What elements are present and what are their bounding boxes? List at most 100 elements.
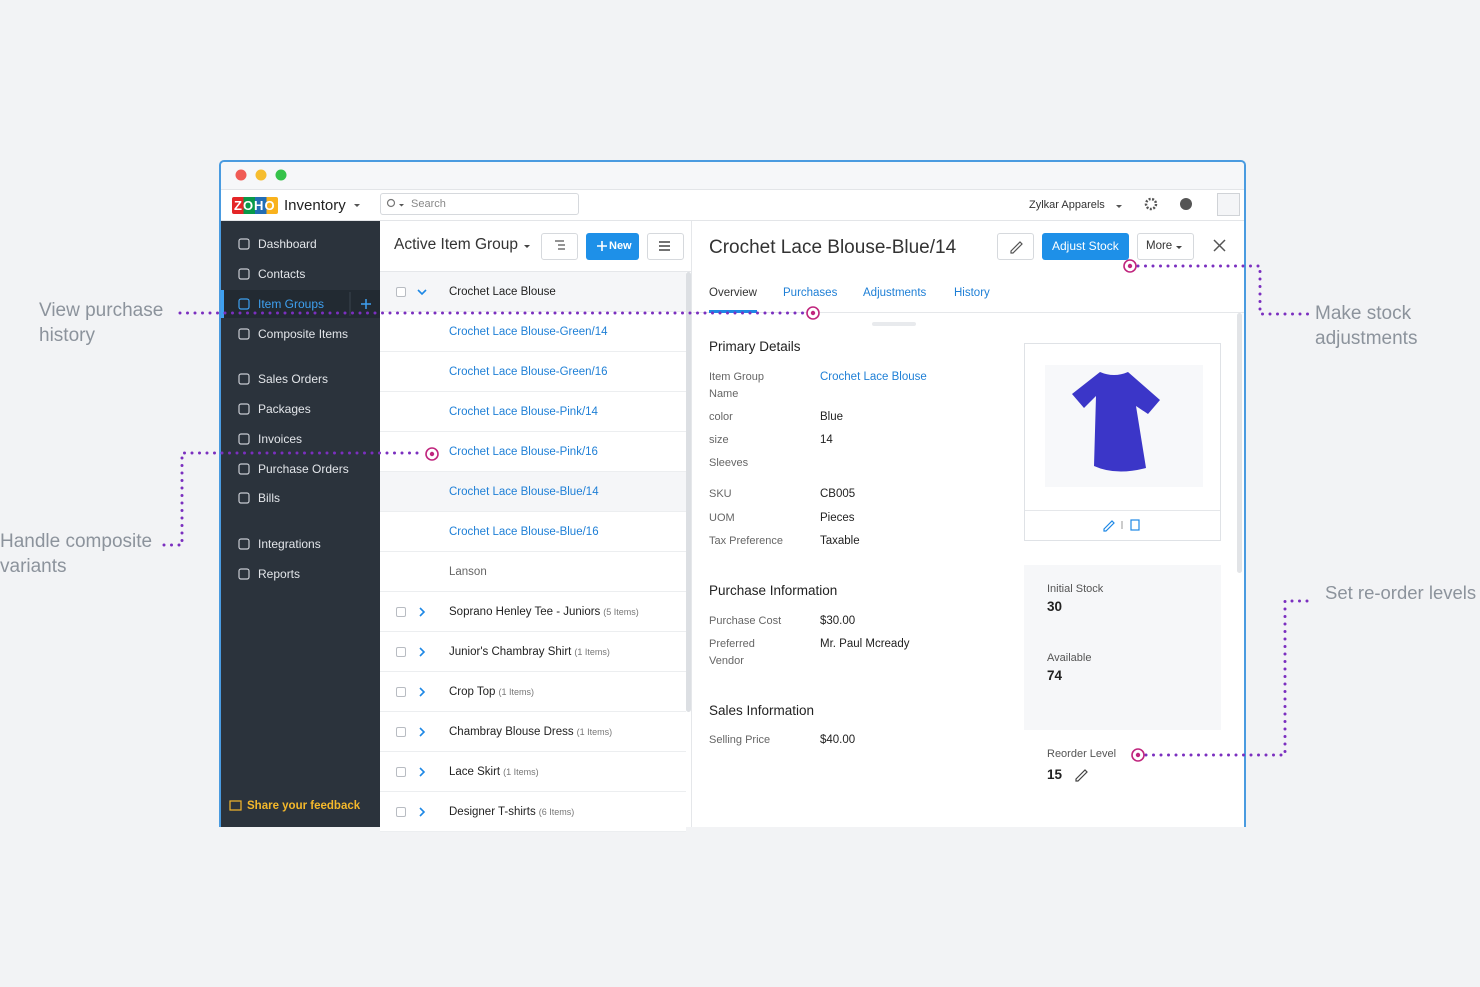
stock-label: Initial Stock bbox=[1047, 583, 1104, 595]
detail-scrollbar bbox=[1237, 313, 1242, 573]
section-heading: Sales Information bbox=[709, 703, 815, 718]
field-label: Purchase Cost bbox=[709, 615, 782, 627]
adjust-stock-label[interactable]: Adjust Stock bbox=[1052, 239, 1119, 253]
item-count: (5 Items) bbox=[603, 607, 639, 617]
item-count: (1 Items) bbox=[498, 687, 534, 697]
image-card-divider bbox=[1025, 510, 1220, 511]
avatar[interactable] bbox=[1217, 193, 1240, 216]
sidebar-item[interactable]: Invoices bbox=[258, 432, 303, 446]
org-name[interactable]: Zylkar Apparels bbox=[1029, 199, 1105, 211]
variant-name[interactable]: Crochet Lace Blouse-Blue/16 bbox=[449, 526, 599, 538]
field-label: size bbox=[709, 434, 729, 446]
sidebar-item[interactable]: Sales Orders bbox=[258, 372, 329, 386]
annotation: View purchase history bbox=[39, 300, 164, 346]
image-area bbox=[1045, 365, 1203, 487]
logo: ZOHO bbox=[232, 197, 278, 214]
search-box[interactable] bbox=[380, 193, 579, 215]
field-label: Tax Preference bbox=[709, 535, 783, 547]
edit-button[interactable] bbox=[997, 233, 1034, 260]
sidebar-item[interactable]: Item Groups bbox=[258, 297, 325, 311]
variant-name[interactable]: Crochet Lace Blouse-Green/14 bbox=[449, 326, 608, 338]
list-row[interactable] bbox=[380, 392, 686, 432]
list-header-divider bbox=[380, 271, 692, 272]
sidebar-item[interactable]: Bills bbox=[258, 491, 281, 505]
new-label[interactable]: New bbox=[609, 240, 632, 252]
item-group-name[interactable]: Crochet Lace Blouse bbox=[449, 286, 556, 298]
item-group-name[interactable]: Junior's Chambray Shirt (1 Items) bbox=[449, 646, 610, 658]
item-group-name[interactable]: Soprano Henley Tee - Juniors (5 Items) bbox=[449, 606, 639, 618]
item-count: (6 Items) bbox=[538, 807, 575, 817]
field-label: Sleeves bbox=[709, 457, 749, 469]
list-row[interactable] bbox=[380, 352, 686, 392]
list-title[interactable]: Active Item Group bbox=[394, 236, 519, 253]
sidebar-item[interactable]: Packages bbox=[258, 402, 311, 416]
variant-name[interactable]: Crochet Lace Blouse-Blue/14 bbox=[449, 486, 599, 498]
tab[interactable]: Purchases bbox=[783, 287, 838, 299]
list-row[interactable] bbox=[380, 592, 686, 632]
stock-label: Available bbox=[1047, 652, 1092, 664]
app-name: Inventory bbox=[284, 197, 346, 214]
tab[interactable]: Adjustments bbox=[863, 287, 927, 299]
sidebar-item[interactable]: Contacts bbox=[258, 267, 306, 281]
list-row[interactable] bbox=[380, 712, 686, 752]
title-bar bbox=[221, 162, 1244, 190]
field-value: 14 bbox=[820, 434, 833, 446]
list-row[interactable] bbox=[380, 632, 686, 672]
item-count: (1 Items) bbox=[576, 727, 613, 737]
tab[interactable]: History bbox=[954, 287, 990, 299]
list-row[interactable] bbox=[380, 792, 686, 832]
field-value: Pieces bbox=[820, 512, 855, 524]
annotation: Handle composite variants bbox=[0, 531, 153, 577]
field-label: UOM bbox=[709, 512, 735, 524]
variant-name[interactable]: Crochet Lace Blouse-Pink/16 bbox=[449, 446, 598, 458]
field-value: $30.00 bbox=[820, 615, 856, 627]
stock-label: Reorder Level bbox=[1047, 748, 1117, 760]
field-value[interactable]: Crochet Lace Blouse bbox=[820, 371, 927, 383]
item-count: (1 Items) bbox=[574, 647, 610, 657]
variant-name[interactable]: Crochet Lace Blouse-Green/16 bbox=[449, 366, 608, 378]
list-row[interactable] bbox=[380, 512, 686, 552]
item-group-name[interactable]: Chambray Blouse Dress (1 Items) bbox=[449, 726, 613, 738]
list-row[interactable] bbox=[380, 472, 686, 512]
topbar-divider bbox=[221, 220, 1244, 221]
annotation: Make stock adjustments bbox=[1315, 303, 1418, 349]
field-value: Mr. Paul Mcready bbox=[820, 638, 910, 650]
stock-value: 30 bbox=[1047, 599, 1063, 614]
sidebar-item[interactable]: Dashboard bbox=[258, 237, 317, 251]
field-label: color bbox=[709, 411, 733, 423]
item-group-name[interactable]: Crop Top (1 Items) bbox=[449, 686, 534, 698]
sidebar-item[interactable]: Composite Items bbox=[258, 327, 349, 341]
item-group-name[interactable]: Lace Skirt (1 Items) bbox=[449, 766, 539, 778]
field-value: CB005 bbox=[820, 488, 856, 500]
list-row[interactable] bbox=[380, 312, 686, 352]
field-value: Taxable bbox=[820, 535, 860, 547]
list-row[interactable] bbox=[380, 552, 686, 592]
variant-name[interactable]: Crochet Lace Blouse-Pink/14 bbox=[449, 406, 598, 418]
section-heading: Purchase Information bbox=[709, 583, 838, 598]
stock-value: 74 bbox=[1047, 668, 1063, 683]
tabs-divider bbox=[693, 312, 1244, 313]
field-value: Blue bbox=[820, 411, 844, 423]
field-label: SKU bbox=[709, 488, 732, 500]
tab[interactable]: Overview bbox=[709, 287, 757, 299]
sidebar-item[interactable]: Reports bbox=[258, 567, 301, 581]
item-group-name[interactable]: Lanson bbox=[449, 566, 487, 578]
item-count: (1 Items) bbox=[503, 767, 539, 777]
more-label[interactable]: More bbox=[1146, 240, 1173, 252]
list-row[interactable] bbox=[380, 752, 686, 792]
section-heading: Primary Details bbox=[709, 339, 801, 354]
list-row[interactable] bbox=[380, 672, 686, 712]
sidebar-item[interactable]: Integrations bbox=[258, 537, 321, 551]
field-label: Item Group Name bbox=[709, 371, 765, 400]
item-group-name[interactable]: Designer T-shirts (6 Items) bbox=[449, 806, 575, 818]
menu-button[interactable] bbox=[647, 233, 684, 260]
detail-handle bbox=[872, 322, 916, 326]
field-label: Selling Price bbox=[709, 734, 771, 746]
feedback-link[interactable]: Share your feedback bbox=[247, 800, 361, 812]
field-value: $40.00 bbox=[820, 734, 856, 746]
list-scrollbar bbox=[686, 272, 691, 712]
sidebar-item[interactable]: Purchase Orders bbox=[258, 462, 349, 476]
tree-button[interactable] bbox=[541, 233, 578, 260]
annotation: Set re-order levels bbox=[1325, 582, 1477, 603]
